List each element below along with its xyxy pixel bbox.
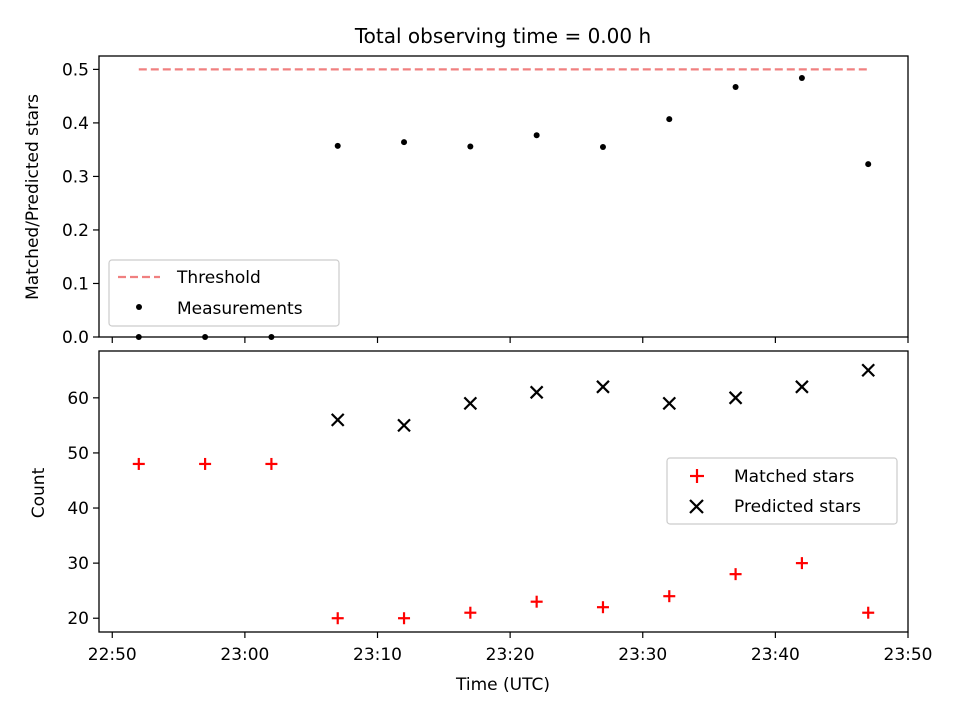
bottom-y-tick-label: 50	[67, 444, 89, 464]
predicted-star-point	[861, 363, 875, 378]
legend-predicted-swatch	[689, 499, 704, 514]
measurement-point	[401, 139, 408, 146]
bottom-y-tick-label: 60	[67, 389, 89, 409]
bottom-x-tick-label: 23:20	[486, 645, 535, 665]
predicted-star-point	[463, 396, 478, 411]
bottom-legend-box	[666, 457, 898, 525]
matched-star-point	[265, 457, 278, 470]
legend-measurements-label: Measurements	[177, 299, 303, 319]
measurement-point	[666, 116, 673, 123]
matched-star-point	[398, 612, 411, 625]
top-chart-title: Total observing time = 0.00 h	[354, 24, 651, 48]
bottom-x-tick-label: 23:40	[751, 645, 800, 665]
legend-threshold-label: Threshold	[176, 268, 261, 288]
measurement-point	[732, 84, 739, 91]
legend-predicted-label: Predicted stars	[734, 497, 861, 517]
matched-star-point	[331, 612, 344, 625]
bottom-plot-frame	[98, 350, 909, 633]
bottom-y-tick-label: 20	[67, 609, 89, 629]
measurement-point	[334, 142, 341, 149]
top-y-axis: 0.0 0.1 0.2 0.3 0.4 0.5	[62, 60, 99, 348]
top-y-tick-label: 0.5	[62, 60, 89, 80]
top-legend: Threshold Measurements	[108, 259, 340, 327]
top-y-tick-label: 0.3	[62, 167, 89, 187]
bottom-y-axis-title: Count	[29, 467, 49, 518]
matched-star-point	[596, 601, 609, 614]
measurement-point	[599, 143, 606, 150]
predicted-star-point	[795, 380, 809, 394]
measurement-point	[865, 161, 872, 168]
top-y-tick-label: 0.1	[62, 274, 89, 294]
bottom-y-tick-label: 40	[67, 499, 89, 519]
bottom-x-axis: 22:50 23:00 23:10 23:20 23:30 23:40 23:50	[88, 632, 933, 665]
legend-matched-swatch	[690, 469, 704, 483]
predicted-star-point	[397, 418, 411, 433]
predicted-star-point	[330, 413, 345, 427]
bottom-legend: Matched stars Predicted stars	[666, 457, 898, 525]
bottom-x-tick-label: 23:50	[884, 645, 933, 665]
top-chart-marks	[135, 68, 872, 340]
bottom-x-tick-label: 23:10	[353, 645, 402, 665]
bottom-x-axis-title: Time (UTC)	[455, 675, 550, 695]
matched-star-point	[663, 590, 676, 603]
top-x-axis	[111, 337, 909, 343]
legend-measurements-swatch	[136, 304, 142, 310]
top-y-tick-label: 0.4	[62, 114, 89, 134]
top-y-tick-label: 0.2	[62, 221, 89, 241]
bottom-y-tick-label: 30	[67, 554, 89, 574]
top-y-tick-label: 0.0	[62, 328, 89, 348]
bottom-x-tick-label: 23:00	[220, 645, 269, 665]
predicted-star-point	[662, 396, 677, 411]
predicted-star-point	[596, 380, 610, 394]
top-plot-frame	[98, 55, 909, 338]
top-legend-box	[108, 259, 340, 327]
matched-star-point	[729, 568, 742, 581]
matched-star-point	[132, 457, 145, 470]
legend-matched-label: Matched stars	[734, 467, 854, 487]
matched-star-point	[862, 606, 875, 619]
bottom-chart-marks	[132, 363, 875, 625]
matched-star-point	[795, 557, 808, 570]
matched-star-point	[199, 457, 212, 470]
matched-star-point	[464, 606, 477, 619]
predicted-star-point	[728, 391, 743, 405]
bottom-x-tick-label: 23:30	[618, 645, 667, 665]
bottom-y-axis: 20 30 40 50 60	[67, 389, 99, 629]
predicted-star-point	[529, 385, 544, 400]
matched-star-point	[530, 595, 543, 608]
bottom-x-tick-label: 22:50	[88, 645, 137, 665]
top-y-axis-title: Matched/Predicted stars	[23, 94, 43, 300]
measurement-point	[467, 143, 474, 150]
measurement-point	[798, 74, 805, 81]
measurement-point	[533, 132, 540, 139]
